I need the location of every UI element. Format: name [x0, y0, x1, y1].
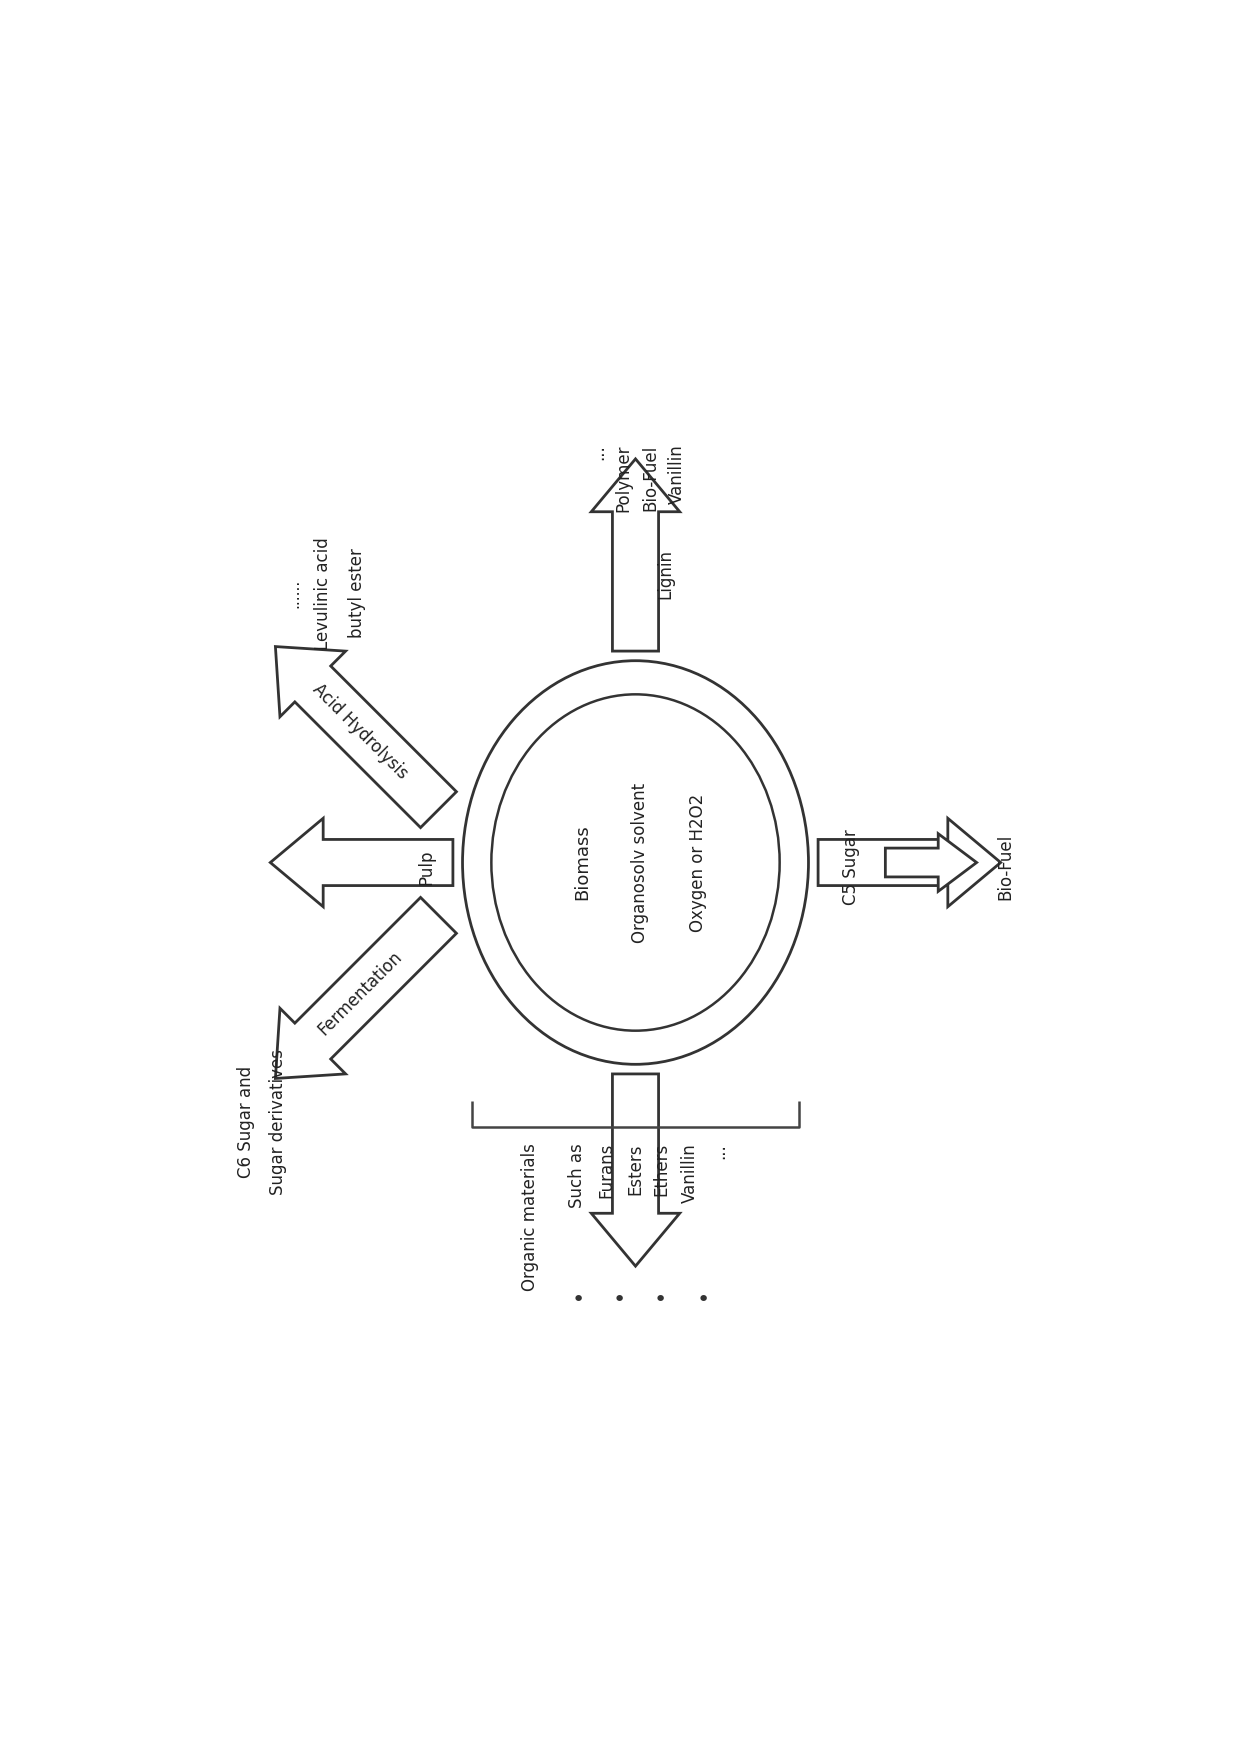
Ellipse shape [491, 695, 780, 1030]
Text: Vanillin: Vanillin [681, 1144, 698, 1203]
FancyArrow shape [275, 897, 456, 1079]
Text: Organic materials: Organic materials [521, 1144, 539, 1290]
Text: Oxygen or H2O2: Oxygen or H2O2 [689, 793, 707, 932]
Text: Polymer: Polymer [614, 445, 632, 512]
Text: Vanillin: Vanillin [668, 445, 686, 505]
Text: ......: ...... [286, 580, 301, 608]
Text: Levulinic acid: Levulinic acid [314, 538, 332, 650]
FancyArrow shape [270, 819, 453, 906]
FancyArrow shape [591, 459, 680, 651]
Text: Lignin: Lignin [657, 550, 675, 599]
Text: Such as: Such as [568, 1144, 587, 1208]
Text: butyl ester: butyl ester [347, 548, 366, 639]
FancyArrow shape [885, 833, 977, 892]
FancyArrow shape [591, 1074, 680, 1266]
Text: Biomass: Biomass [574, 824, 591, 901]
FancyArrow shape [818, 819, 1001, 906]
Text: Fermentation: Fermentation [315, 948, 405, 1039]
Text: •: • [653, 1290, 667, 1310]
Text: Organosolv solvent: Organosolv solvent [631, 782, 650, 943]
Text: Furans: Furans [596, 1144, 615, 1198]
Text: Bio-Fuel: Bio-Fuel [996, 835, 1014, 901]
Text: •: • [696, 1290, 709, 1310]
Text: Bio-Fuel: Bio-Fuel [641, 445, 660, 512]
FancyArrow shape [275, 646, 456, 828]
Text: C6 Sugar and: C6 Sugar and [237, 1065, 255, 1179]
Text: ...: ... [711, 1144, 728, 1159]
Text: •: • [572, 1290, 584, 1310]
Text: C5 Sugar: C5 Sugar [842, 829, 861, 904]
Text: Sugar derivatives: Sugar derivatives [269, 1049, 286, 1194]
Text: Acid Hydrolysis: Acid Hydrolysis [309, 681, 412, 782]
Text: Esters: Esters [626, 1144, 644, 1194]
Text: •: • [613, 1290, 626, 1310]
Text: Ethers: Ethers [652, 1144, 671, 1196]
Text: Pulp: Pulp [418, 850, 435, 885]
Text: ...: ... [589, 445, 608, 461]
